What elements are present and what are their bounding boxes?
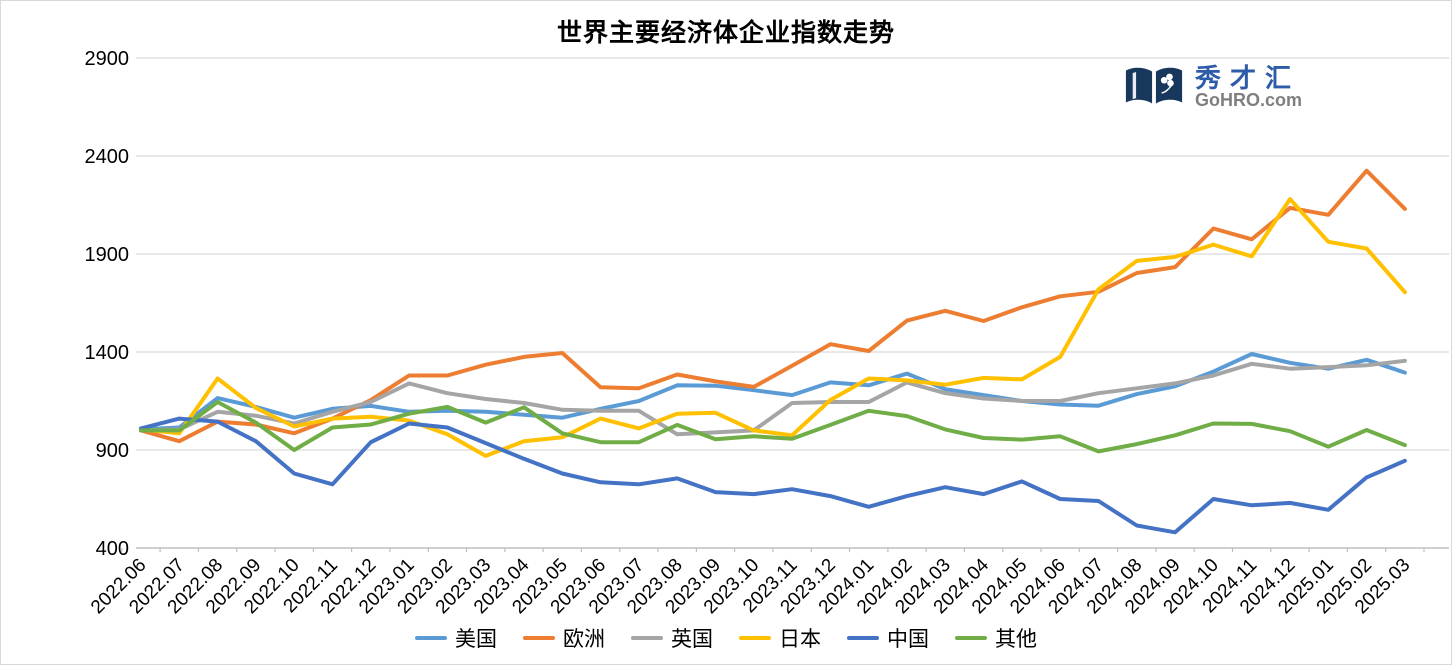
legend-swatch xyxy=(415,636,447,640)
legend-item: 欧洲 xyxy=(523,623,605,653)
legend-item: 其他 xyxy=(955,623,1037,653)
open-book-clover-icon xyxy=(1125,67,1183,104)
series-line-2 xyxy=(139,358,1407,437)
y-axis-tick-label: 2400 xyxy=(85,146,130,168)
legend-item: 日本 xyxy=(739,623,821,653)
chart-legend: 美国 欧洲 英国 日本 中国 其他 xyxy=(1,623,1451,653)
legend-swatch xyxy=(847,636,879,640)
series-line-5 xyxy=(139,400,1407,454)
chart-title: 世界主要经济体企业指数走势 xyxy=(556,19,895,47)
legend-item: 美国 xyxy=(415,623,497,653)
legend-label: 欧洲 xyxy=(563,628,605,651)
y-axis-tick-label: 1900 xyxy=(85,244,130,266)
legend-swatch xyxy=(739,636,771,640)
legend-label: 中国 xyxy=(887,628,929,651)
legend-swatch xyxy=(955,636,987,640)
series-line-1 xyxy=(139,168,1407,444)
legend-label: 英国 xyxy=(671,628,713,651)
legend-item: 中国 xyxy=(847,623,929,653)
legend-label: 日本 xyxy=(779,628,821,651)
legend-swatch xyxy=(523,636,555,640)
legend-label: 美国 xyxy=(455,628,497,651)
series-line-3 xyxy=(139,197,1407,458)
brand-domain: GoHRO.com xyxy=(1195,90,1303,111)
legend-label: 其他 xyxy=(995,628,1037,651)
series-line-4 xyxy=(139,416,1407,535)
legend-item: 英国 xyxy=(631,623,713,653)
y-axis-tick-label: 2900 xyxy=(85,48,130,70)
brand-name: 秀才汇 xyxy=(1195,63,1301,94)
y-axis-tick-label: 900 xyxy=(96,440,129,462)
legend-swatch xyxy=(631,636,663,640)
y-axis-tick-label: 400 xyxy=(96,538,129,560)
brand-logo: 秀才汇 GoHRO.com xyxy=(1123,65,1302,111)
y-axis-tick-label: 1400 xyxy=(85,342,130,364)
